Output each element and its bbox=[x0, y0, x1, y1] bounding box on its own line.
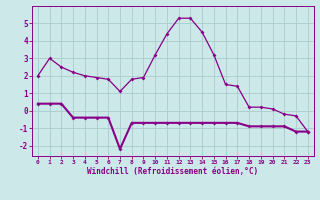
X-axis label: Windchill (Refroidissement éolien,°C): Windchill (Refroidissement éolien,°C) bbox=[87, 167, 258, 176]
